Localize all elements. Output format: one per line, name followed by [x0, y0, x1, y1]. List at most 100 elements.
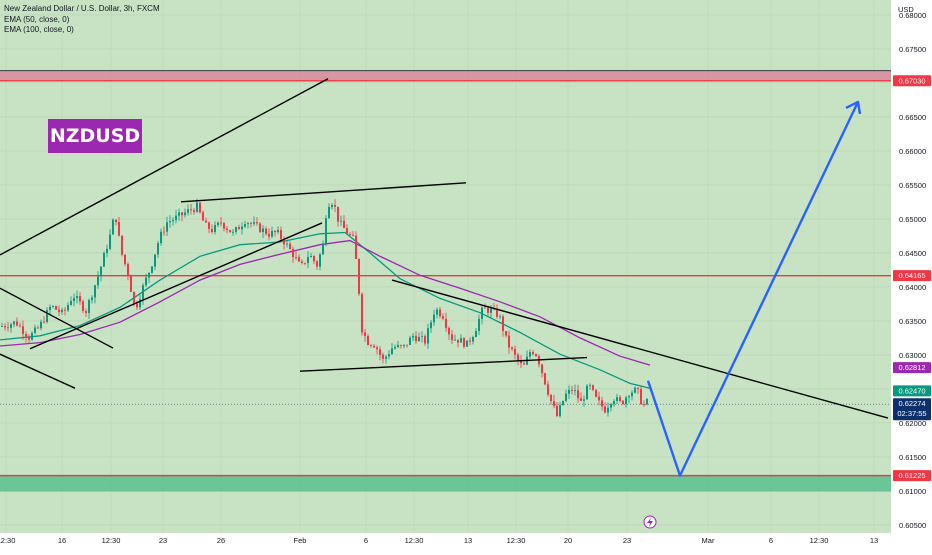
candle-body — [31, 332, 33, 340]
candle-body — [142, 285, 144, 300]
candle-body — [199, 202, 201, 213]
candle-body — [55, 306, 57, 310]
candle-body — [514, 349, 516, 355]
ema50-legend[interactable]: EMA (50, close, 0) — [4, 14, 70, 24]
trend-lines-layer — [0, 78, 889, 419]
candle-body — [163, 231, 165, 233]
candle-body — [604, 406, 606, 413]
x-tick-label: 23 — [623, 536, 631, 545]
x-tick-label: 13 — [870, 536, 878, 545]
symbol-title[interactable]: New Zealand Dollar / U.S. Dollar, 3h, FX… — [4, 4, 160, 13]
candle-body — [592, 385, 594, 390]
candle-body — [520, 360, 522, 364]
candle-body — [349, 234, 351, 235]
candle-body — [166, 222, 168, 232]
candle-body — [85, 310, 87, 313]
candle-body — [391, 348, 393, 355]
trend-line — [0, 78, 329, 256]
candle-body — [397, 345, 399, 348]
countdown-label: 02:37:55 — [897, 409, 926, 418]
candle-body — [274, 230, 276, 233]
time-axis[interactable] — [0, 533, 932, 550]
candle-body — [610, 404, 612, 408]
price-labels-layer: 0.67030 0.64165 0.62812 0.62470 0.6227402:37… — [893, 75, 931, 482]
symbol-badge: NZDUSD — [48, 119, 142, 153]
trend-line — [299, 356, 588, 372]
candle-body — [373, 345, 375, 348]
candle-body — [346, 228, 348, 235]
candle-body — [46, 310, 48, 323]
candle-body — [460, 338, 462, 343]
candle-body — [583, 399, 585, 401]
x-tick-label: 23 — [159, 536, 167, 545]
candle-body — [448, 327, 450, 335]
candle-body — [187, 209, 189, 213]
candle-body — [568, 389, 570, 394]
candle-body — [37, 327, 39, 329]
x-tick-label: 12:30 — [405, 536, 424, 545]
price-label-bg — [893, 75, 931, 87]
candle-body — [550, 394, 552, 402]
y-tick-label: 0.64500 — [899, 249, 926, 258]
y-tick-label: 0.65000 — [899, 215, 926, 224]
candle-body — [97, 276, 99, 286]
candle-body — [145, 277, 147, 286]
candle-body — [244, 224, 246, 227]
candle-body — [421, 336, 423, 337]
candle-body — [496, 308, 498, 317]
candle-body — [376, 347, 378, 350]
candle-body — [646, 399, 648, 405]
candle-body — [625, 397, 627, 405]
candle-body — [613, 400, 615, 405]
x-tick-label: 12:30 — [507, 536, 526, 545]
candle-body — [295, 257, 297, 258]
trend-line — [391, 279, 889, 419]
candle-body — [49, 306, 51, 311]
y-tick-label: 0.63500 — [899, 317, 926, 326]
candle-body — [148, 272, 150, 278]
support-zone — [0, 475, 891, 492]
x-axis-ticks: 12:30 16 12:30 23 26 Feb 6 12:30 13 12:30 20 23 Mar 6… — [0, 536, 878, 545]
candle-body — [445, 318, 447, 328]
candle-body — [88, 300, 90, 313]
candle-body — [364, 332, 366, 337]
candle-body — [160, 231, 162, 244]
price-axis[interactable] — [891, 0, 932, 533]
y-tick-label: 0.60500 — [899, 521, 926, 530]
ema100-legend[interactable]: EMA (100, close, 0) — [4, 25, 74, 34]
candle-body — [541, 364, 543, 374]
candle-body — [181, 212, 183, 216]
candle-body — [601, 400, 603, 407]
x-tick-label: 13 — [464, 536, 472, 545]
lightning-icon[interactable] — [643, 515, 657, 529]
candle-body — [499, 316, 501, 318]
candle-body — [328, 207, 330, 219]
candle-body — [19, 325, 21, 327]
candle-body — [388, 354, 390, 357]
y-tick-label: 0.65500 — [899, 181, 926, 190]
candle-body — [100, 266, 102, 277]
candle-body — [307, 257, 309, 264]
candle-body — [490, 308, 492, 313]
candle-body — [61, 309, 63, 313]
candle-body — [58, 309, 60, 313]
candle-body — [619, 397, 621, 401]
candle-body — [304, 262, 306, 264]
candle-body — [595, 389, 597, 397]
candle-body — [385, 356, 387, 359]
candle-body — [565, 393, 567, 401]
candle-body — [232, 231, 234, 233]
ema50-line — [0, 231, 651, 389]
candle-body — [154, 254, 156, 267]
y-tick-label: 0.62000 — [899, 419, 926, 428]
candle-body — [268, 233, 270, 237]
candle-body — [463, 338, 465, 347]
candle-body — [235, 227, 237, 232]
candle-body — [301, 261, 303, 263]
candle-body — [406, 344, 408, 346]
candle-body — [439, 309, 441, 317]
candle-body — [73, 298, 75, 301]
x-tick-label: 16 — [58, 536, 66, 545]
